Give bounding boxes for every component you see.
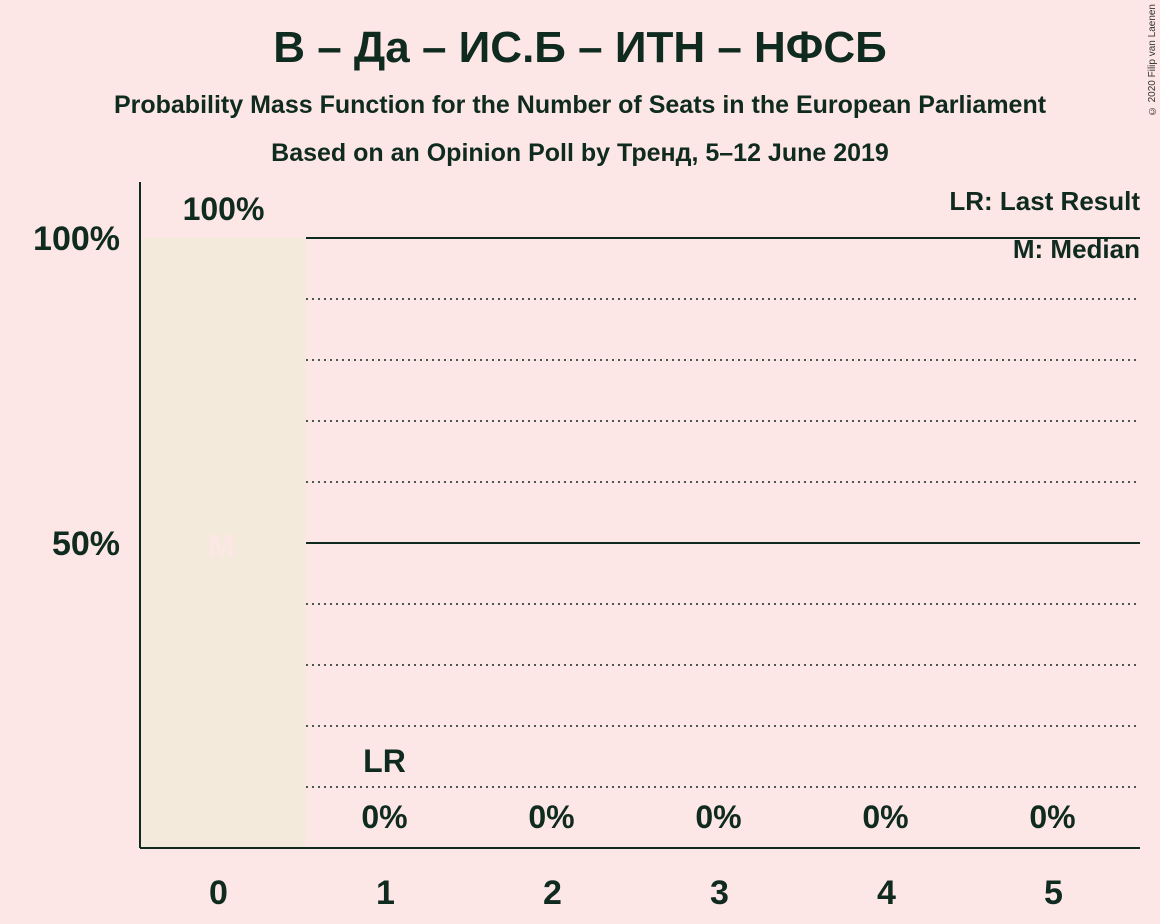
median-marker: M (208, 528, 235, 564)
last-result-marker: LR (363, 743, 406, 779)
x-tick-label-0: 0 (209, 874, 228, 912)
legend-last-result: LR: Last Result (949, 186, 1140, 216)
data-label-5: 0% (1029, 799, 1075, 835)
chart-source: Based on an Opinion Poll by Тренд, 5–12 … (271, 139, 889, 167)
chart-title: В – Да – ИС.Б – ИТН – НФСБ (273, 23, 887, 72)
data-label-4: 0% (862, 799, 908, 835)
x-tick-label-4: 4 (877, 874, 896, 912)
y-tick-label-50: 50% (52, 525, 120, 563)
data-label-1: 0% (361, 799, 407, 835)
x-tick-label-5: 5 (1044, 874, 1063, 912)
y-tick-label-100: 100% (33, 220, 120, 258)
x-tick-label-2: 2 (543, 874, 562, 912)
chart-subtitle: Probability Mass Function for the Number… (113, 91, 1047, 119)
bar-0 (140, 238, 305, 848)
data-label-3: 0% (695, 799, 741, 835)
legend-median: M: Median (1012, 234, 1140, 264)
x-tick-label-3: 3 (710, 874, 729, 912)
x-tick-label-1: 1 (376, 874, 395, 912)
data-label-2: 0% (528, 799, 574, 835)
data-label-0: 100% (183, 191, 265, 227)
